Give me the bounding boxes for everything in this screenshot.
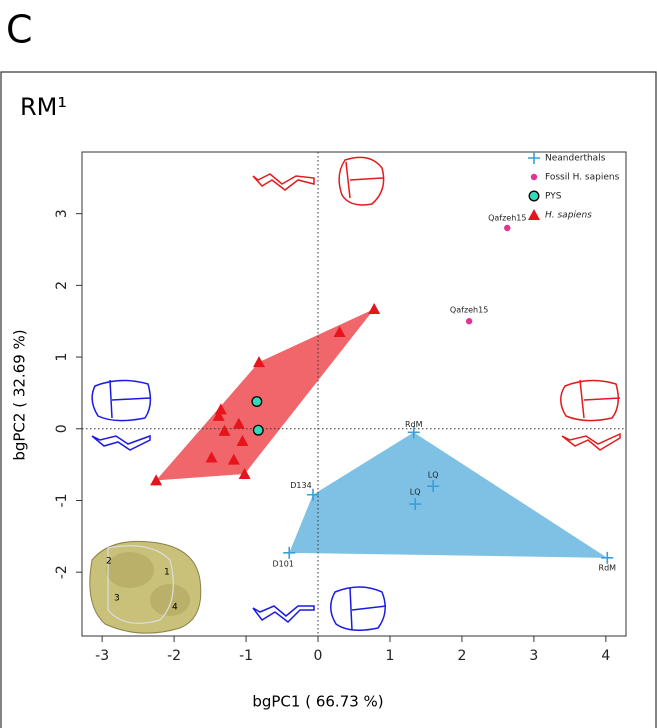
marker-triangle (238, 467, 251, 479)
legend-label: H. sapiens (545, 211, 592, 221)
x-tick-label: 2 (457, 648, 466, 664)
x-tick-label: -2 (167, 648, 181, 664)
marker-circle (252, 424, 264, 436)
marker-plus (409, 498, 422, 511)
legend-marker (528, 190, 540, 202)
point-label: Qafzeh15 (450, 306, 488, 315)
point-label: LQ (410, 488, 421, 497)
x-tick-label: -1 (239, 648, 253, 664)
legend-marker (530, 173, 538, 181)
x-tick-label: 4 (601, 648, 610, 664)
marker-triangle (236, 434, 249, 446)
marker-triangle (205, 451, 218, 463)
marker-plus (283, 546, 296, 559)
point-label: Qafzeh15 (488, 214, 526, 223)
x-tick-label: -3 (95, 648, 109, 664)
y-axis-label: bgPC2 ( 32.69 %) (11, 329, 29, 460)
marker-triangle (227, 453, 240, 465)
marker-plus (407, 426, 420, 439)
legend-label: PYS (545, 192, 562, 202)
hull (289, 432, 608, 558)
y-tick-label: 1 (54, 353, 70, 362)
x-tick-label: 0 (314, 648, 323, 664)
point-label: D101 (273, 559, 294, 568)
point-label: LQ (428, 471, 439, 480)
marker-plus (306, 488, 319, 501)
marker-plus (601, 551, 614, 564)
legend-marker (528, 209, 540, 220)
x-tick-label: 3 (529, 648, 538, 664)
marker-triangle (232, 417, 245, 429)
shape-outlines (91, 156, 621, 631)
point-label: RdM (405, 420, 423, 429)
marker-dot (465, 318, 473, 325)
marker-triangle (150, 474, 163, 486)
marker-triangle (333, 325, 346, 337)
y-tick-label: 3 (54, 209, 70, 218)
y-tick-label: -2 (54, 565, 70, 579)
marker-triangle (212, 409, 225, 421)
cusp-label: 1 (164, 568, 170, 578)
marker-triangle (253, 356, 266, 368)
y-tick-label: -1 (54, 493, 70, 507)
legend-marker (528, 152, 540, 164)
chart-title: RM¹ (20, 93, 67, 121)
legend-label: Fossil H. sapiens (545, 173, 620, 183)
panel-frame (0, 71, 657, 728)
plot-frame (81, 151, 627, 637)
cusp-label: 3 (114, 594, 120, 604)
hull (156, 309, 375, 481)
legend-label: Neanderthals (545, 154, 606, 164)
y-tick-label: 0 (54, 424, 70, 433)
point-label: RdM (599, 563, 617, 572)
tooth-image: 1 2 3 4 (89, 540, 202, 634)
x-axis-label: bgPC1 ( 66.73 %) (252, 693, 383, 711)
point-label: D134 (290, 481, 311, 490)
marker-triangle (218, 424, 231, 436)
y-tick-label: 2 (54, 281, 70, 290)
marker-plus (427, 480, 440, 493)
marker-triangle (368, 303, 381, 315)
marker-circle (251, 396, 263, 407)
x-tick-label: 1 (386, 648, 395, 664)
panel-label: C (6, 8, 33, 52)
marker-dot (504, 224, 511, 232)
cusp-label: 2 (106, 557, 112, 567)
cusp-label: 4 (172, 603, 178, 613)
